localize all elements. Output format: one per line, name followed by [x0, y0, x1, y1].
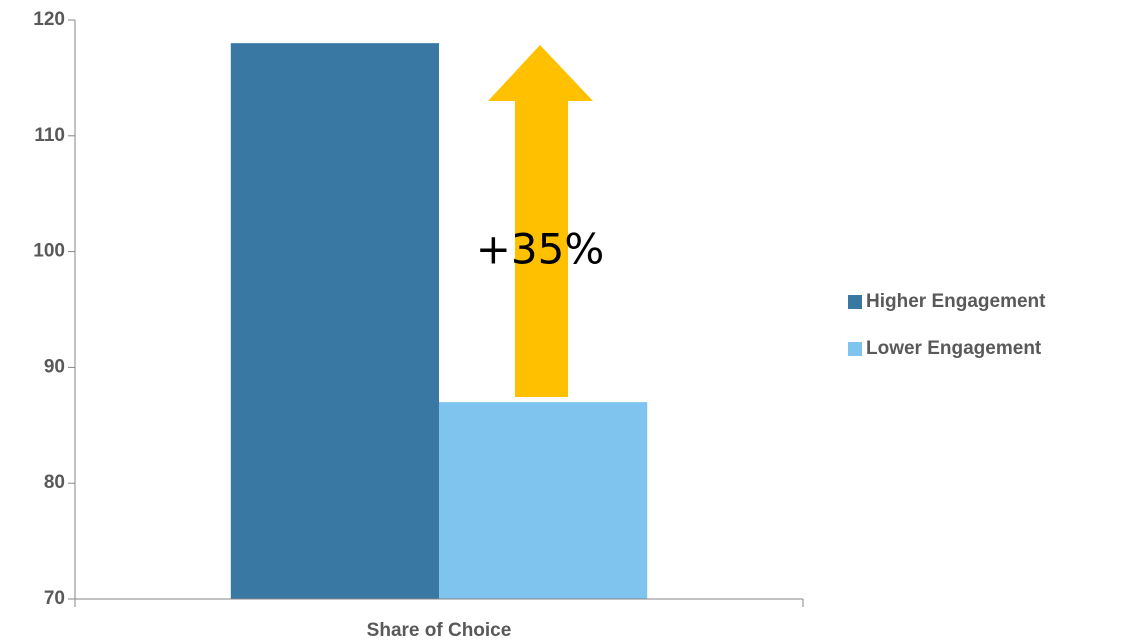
y-tick-label: 80 — [44, 472, 65, 493]
arrow — [488, 45, 593, 397]
y-tick-label: 110 — [34, 125, 65, 146]
y-tick-label: 70 — [44, 588, 65, 609]
legend-label: Lower Engagement — [866, 338, 1042, 359]
y-tick-label: 120 — [33, 9, 65, 30]
x-tick-label: Share of Choice — [367, 620, 512, 641]
legend-swatch — [848, 295, 862, 309]
legend-swatch — [848, 342, 862, 356]
y-tick-label: 100 — [33, 241, 65, 262]
bar — [230, 43, 439, 600]
legend-label: Higher Engagement — [866, 291, 1046, 312]
y-tick-label: 90 — [44, 356, 65, 377]
annotation: +35% — [476, 225, 605, 274]
bar — [439, 402, 648, 599]
